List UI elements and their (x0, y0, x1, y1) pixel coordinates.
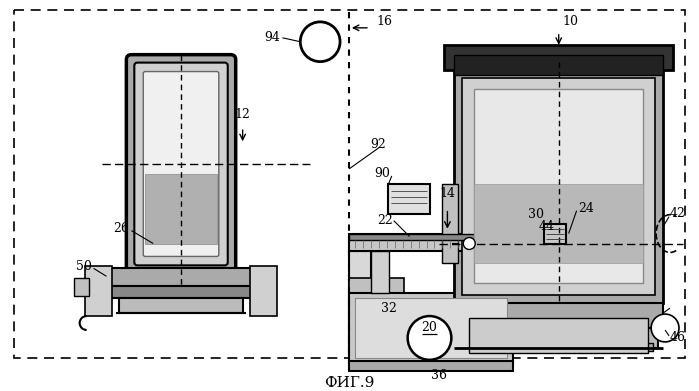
Text: 20: 20 (421, 321, 438, 334)
Circle shape (463, 238, 475, 249)
Text: 36: 36 (431, 369, 447, 382)
Bar (349, 233, 622, 240)
Bar (474, 90, 643, 283)
Text: 44: 44 (539, 220, 555, 233)
Bar (85, 266, 113, 316)
Bar (459, 328, 658, 348)
Bar (349, 361, 513, 371)
Bar (371, 251, 389, 293)
Text: 16: 16 (377, 15, 393, 29)
Bar (73, 278, 89, 296)
FancyBboxPatch shape (127, 55, 236, 273)
Bar (349, 293, 513, 363)
Text: 30: 30 (528, 208, 544, 221)
Bar (454, 70, 663, 303)
Text: 26: 26 (113, 222, 129, 235)
Bar (445, 45, 673, 70)
Text: 90: 90 (374, 167, 390, 180)
Circle shape (301, 22, 340, 62)
Bar (349, 233, 622, 251)
Bar (14, 10, 685, 358)
Bar (355, 298, 507, 358)
Text: 22: 22 (377, 214, 393, 227)
Circle shape (651, 314, 679, 342)
Bar (388, 184, 429, 214)
Text: 42: 42 (670, 207, 686, 220)
Text: 50: 50 (75, 260, 92, 273)
Bar (544, 224, 565, 244)
Text: 12: 12 (235, 108, 251, 121)
Bar (145, 174, 217, 244)
Text: 10: 10 (563, 15, 579, 29)
Bar (349, 278, 403, 293)
Bar (462, 77, 655, 295)
Text: 14: 14 (440, 187, 456, 200)
Bar (111, 286, 251, 298)
Bar (474, 184, 643, 264)
Text: 32: 32 (381, 301, 397, 315)
Bar (250, 266, 278, 316)
Text: 24: 24 (579, 202, 594, 215)
Text: 46: 46 (670, 332, 686, 344)
FancyBboxPatch shape (134, 63, 228, 265)
Circle shape (408, 316, 452, 360)
Bar (454, 55, 663, 75)
Text: 94: 94 (264, 31, 280, 44)
Text: ФИГ.9: ФИГ.9 (324, 376, 374, 390)
Bar (120, 298, 243, 313)
Bar (349, 251, 371, 351)
Text: 92: 92 (370, 138, 386, 151)
Bar (106, 268, 256, 286)
Bar (464, 343, 653, 351)
Bar (469, 318, 648, 353)
Bar (442, 184, 459, 264)
Bar (454, 303, 663, 328)
FancyBboxPatch shape (143, 72, 219, 256)
